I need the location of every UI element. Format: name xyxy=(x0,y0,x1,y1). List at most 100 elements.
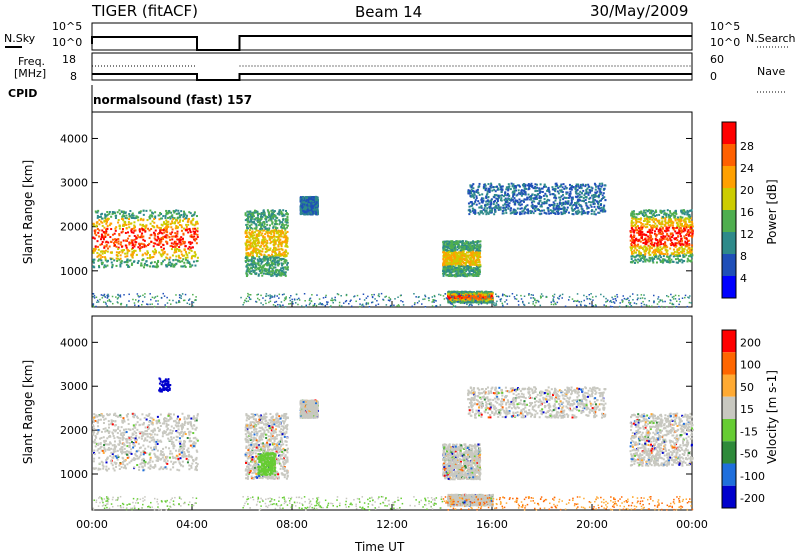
power-cell xyxy=(267,216,269,218)
power-cell xyxy=(465,269,467,271)
power-cell xyxy=(462,299,464,301)
power-cell xyxy=(179,257,181,259)
power-cell xyxy=(306,204,308,206)
power-cell xyxy=(124,261,126,263)
power-cell xyxy=(476,197,478,199)
power-cell xyxy=(131,242,133,244)
power-cell xyxy=(108,218,110,220)
power-cell xyxy=(141,236,143,238)
power-cell xyxy=(590,201,592,203)
power-cell xyxy=(140,262,142,264)
power-cell xyxy=(110,258,112,260)
power-cell xyxy=(578,203,580,205)
power-cell xyxy=(103,266,105,268)
power-cell xyxy=(443,260,445,262)
radar-plot: 1000200030004000100020003000400000:00 04:… xyxy=(0,0,800,554)
power-cell xyxy=(463,255,465,257)
power-cell xyxy=(280,255,282,257)
power-cell xyxy=(250,267,252,269)
power-cell xyxy=(255,237,257,239)
power-cell xyxy=(147,228,149,230)
power-cell xyxy=(178,246,180,248)
power-cell xyxy=(197,236,199,238)
power-cell xyxy=(160,254,162,256)
power-cell xyxy=(195,238,197,240)
power-cell xyxy=(477,272,479,274)
power-cell xyxy=(274,248,276,250)
power-cell xyxy=(256,255,258,257)
power-cell xyxy=(166,212,168,214)
power-cell xyxy=(116,251,118,253)
power-cell xyxy=(149,265,151,267)
power-cell xyxy=(465,258,467,260)
power-cell xyxy=(162,236,164,238)
power-cell xyxy=(534,210,536,212)
xtick-label: 00:00 xyxy=(676,518,708,531)
power-cell xyxy=(176,231,178,233)
power-cell xyxy=(98,235,100,237)
power-cell xyxy=(511,212,513,214)
power-cell xyxy=(301,199,303,201)
power-cell xyxy=(253,246,255,248)
power-cell xyxy=(266,262,268,264)
power-cell xyxy=(274,210,276,212)
ytick-label-velocity: 2000 xyxy=(60,424,88,437)
power-cell xyxy=(280,211,282,213)
power-cell xyxy=(271,216,273,218)
power-cell xyxy=(126,249,128,251)
power-cell xyxy=(482,213,484,215)
power-cell xyxy=(269,232,271,234)
power-cell xyxy=(245,249,247,251)
power-cell xyxy=(260,214,262,216)
power-cell xyxy=(460,241,462,243)
power-cell xyxy=(252,243,254,245)
power-cell xyxy=(454,242,456,244)
power-cell xyxy=(273,245,275,247)
power-cell xyxy=(188,261,190,263)
power-cell xyxy=(172,228,174,230)
power-cell xyxy=(250,273,252,275)
power-cell xyxy=(276,232,278,234)
power-cell xyxy=(120,254,122,256)
power-cell xyxy=(479,256,481,258)
power-cell xyxy=(97,260,99,262)
power-cell xyxy=(110,241,112,243)
power-cell xyxy=(103,231,105,233)
power-cell xyxy=(245,272,247,274)
power-cell xyxy=(557,187,559,189)
power-cell xyxy=(285,275,287,277)
power-cell xyxy=(469,184,471,186)
power-cell xyxy=(465,301,467,303)
power-cell xyxy=(262,235,264,237)
power-cell xyxy=(246,245,248,247)
power-cell xyxy=(281,224,283,226)
power-cell xyxy=(462,261,464,263)
power-cell xyxy=(490,183,492,185)
power-cell xyxy=(197,257,199,259)
power-cell xyxy=(465,248,467,250)
power-cell xyxy=(191,234,193,236)
power-cell xyxy=(273,267,275,269)
power-cell xyxy=(196,230,198,232)
power-cell xyxy=(112,213,114,215)
power-cell xyxy=(122,211,124,213)
power-cell xyxy=(96,256,98,258)
power-cell xyxy=(133,215,135,217)
power-cell xyxy=(263,211,265,213)
power-cell xyxy=(107,260,109,262)
power-cell xyxy=(260,234,262,236)
power-cell xyxy=(455,296,457,298)
power-cell xyxy=(473,262,475,264)
power-cell xyxy=(154,216,156,218)
power-cell xyxy=(97,232,99,234)
power-cell xyxy=(128,221,130,223)
power-cell xyxy=(157,244,159,246)
power-cell xyxy=(186,215,188,217)
power-cell xyxy=(454,249,456,251)
power-cell xyxy=(170,245,172,247)
power-cell xyxy=(453,269,455,271)
power-cell xyxy=(253,241,255,243)
power-cell xyxy=(130,222,132,224)
power-cell xyxy=(505,209,507,211)
power-cell xyxy=(442,249,444,251)
